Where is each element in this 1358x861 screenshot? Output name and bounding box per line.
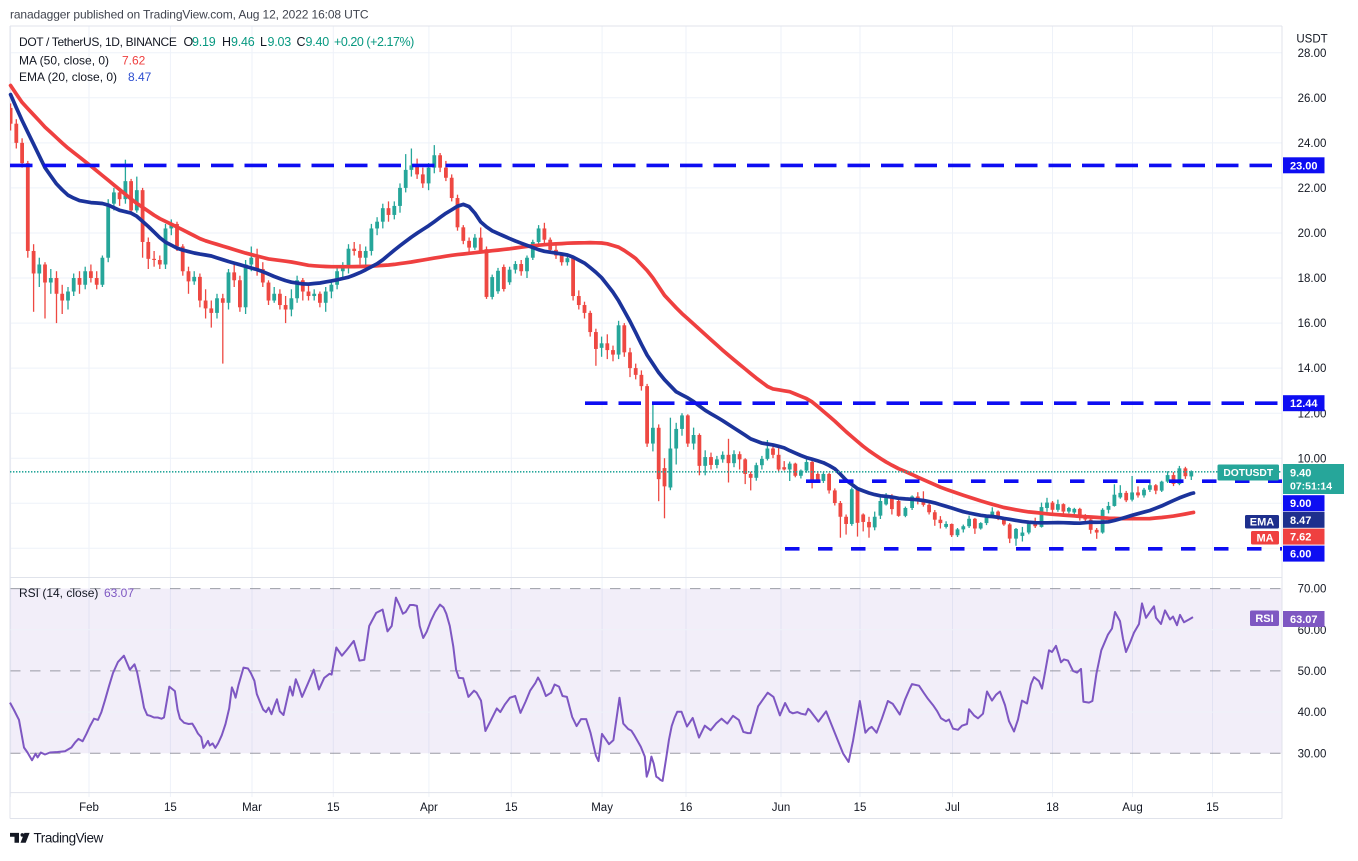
svg-text:70.00: 70.00: [1298, 584, 1327, 596]
svg-text:15: 15: [854, 802, 867, 814]
svg-text:07:51:14: 07:51:14: [1290, 481, 1332, 493]
svg-text:DOTUSDT: DOTUSDT: [1223, 468, 1273, 479]
svg-text:16: 16: [680, 802, 693, 814]
svg-text:18.00: 18.00: [1298, 273, 1327, 285]
svg-text:8.47: 8.47: [128, 70, 152, 84]
svg-text:9.19: 9.19: [192, 35, 216, 49]
svg-text:7.62: 7.62: [122, 54, 146, 68]
svg-text:12.44: 12.44: [1290, 398, 1318, 410]
svg-text:O: O: [184, 35, 194, 49]
svg-text:15: 15: [327, 802, 340, 814]
svg-text:23.00: 23.00: [1290, 160, 1318, 172]
svg-text:9.40: 9.40: [1290, 468, 1311, 480]
svg-text:L: L: [260, 35, 267, 49]
svg-text:50.00: 50.00: [1298, 666, 1327, 678]
svg-text:EMA: EMA: [1250, 517, 1275, 529]
svg-text:6.00: 6.00: [1290, 549, 1311, 561]
svg-text:Apr: Apr: [420, 802, 438, 814]
svg-text:20.00: 20.00: [1298, 228, 1327, 240]
svg-text:9.03: 9.03: [268, 35, 292, 49]
svg-text:USDT: USDT: [1296, 34, 1327, 46]
svg-text:7.62: 7.62: [1290, 532, 1311, 544]
svg-text:+0.20 (+2.17%): +0.20 (+2.17%): [334, 35, 414, 49]
svg-text:Mar: Mar: [242, 802, 262, 814]
svg-text:12.00: 12.00: [1298, 408, 1327, 420]
svg-text:22.00: 22.00: [1298, 183, 1327, 195]
svg-text:ranadagger published on Tradin: ranadagger published on TradingView.com,…: [10, 8, 369, 22]
svg-text:DOT / TetherUS, 1D, BINANCE: DOT / TetherUS, 1D, BINANCE: [19, 35, 177, 49]
svg-text:60.00: 60.00: [1298, 625, 1327, 637]
svg-text:Feb: Feb: [79, 802, 99, 814]
svg-text:Jun: Jun: [772, 802, 791, 814]
svg-text:24.00: 24.00: [1298, 138, 1327, 150]
svg-text:40.00: 40.00: [1298, 707, 1327, 719]
svg-text:9.46: 9.46: [231, 35, 255, 49]
svg-text:RSI: RSI: [1255, 613, 1273, 625]
svg-text:26.00: 26.00: [1298, 93, 1327, 105]
svg-text:MA (50, close, 0): MA (50, close, 0): [19, 54, 109, 68]
svg-text:8.47: 8.47: [1290, 515, 1311, 527]
svg-text:9.40: 9.40: [306, 35, 330, 49]
svg-text:63.07: 63.07: [104, 586, 134, 600]
svg-text:28.00: 28.00: [1298, 48, 1327, 60]
svg-text:TradingView: TradingView: [34, 831, 104, 846]
svg-text:10.00: 10.00: [1298, 453, 1327, 465]
svg-text:18: 18: [1046, 802, 1059, 814]
svg-text:C: C: [297, 35, 306, 49]
svg-text:14.00: 14.00: [1298, 363, 1327, 375]
svg-text:9.00: 9.00: [1290, 498, 1311, 510]
svg-text:Aug: Aug: [1122, 802, 1142, 814]
svg-text:15: 15: [505, 802, 518, 814]
svg-text:15: 15: [164, 802, 177, 814]
svg-text:RSI (14, close): RSI (14, close): [19, 586, 98, 600]
svg-text:63.07: 63.07: [1290, 614, 1318, 626]
svg-text:16.00: 16.00: [1298, 318, 1327, 330]
svg-text:MA: MA: [1256, 533, 1273, 545]
svg-text:Jul: Jul: [945, 802, 960, 814]
svg-text:15: 15: [1206, 802, 1219, 814]
svg-text:May: May: [591, 802, 613, 814]
svg-text:H: H: [222, 35, 231, 49]
svg-text:EMA (20, close, 0): EMA (20, close, 0): [19, 70, 117, 84]
svg-text:30.00: 30.00: [1298, 748, 1327, 760]
